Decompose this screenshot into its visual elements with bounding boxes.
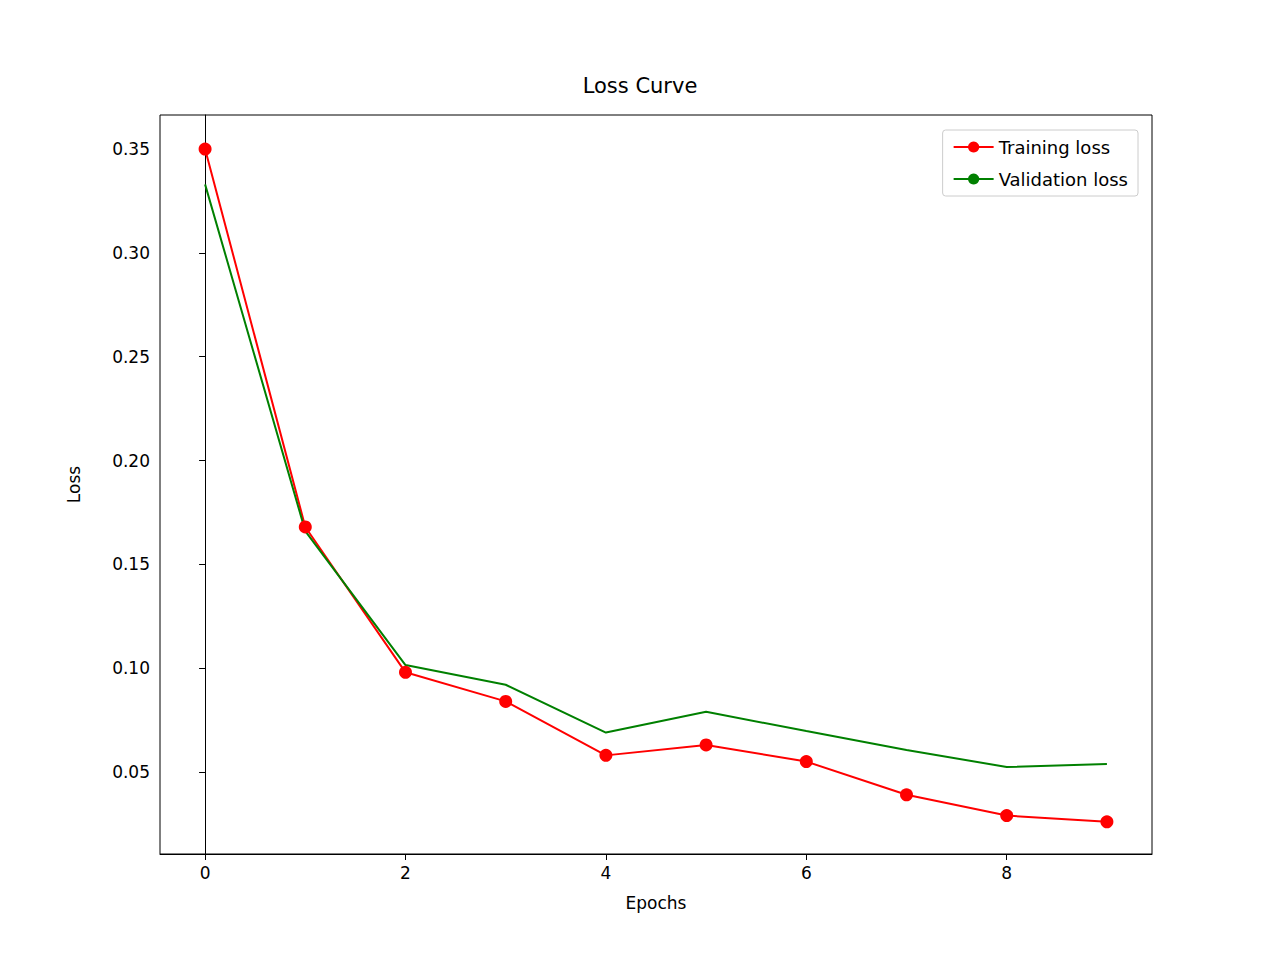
svg-text:0.30: 0.30 [112, 243, 150, 263]
svg-text:Loss Curve: Loss Curve [583, 74, 698, 98]
svg-text:Loss: Loss [64, 466, 84, 503]
svg-text:0: 0 [200, 863, 211, 883]
svg-text:0.35: 0.35 [112, 139, 150, 159]
svg-text:0.20: 0.20 [112, 451, 150, 471]
svg-text:Training loss: Training loss [998, 137, 1111, 158]
svg-text:0.10: 0.10 [112, 658, 150, 678]
svg-text:0.15: 0.15 [112, 554, 150, 574]
svg-text:6: 6 [801, 863, 812, 883]
svg-text:Epochs: Epochs [626, 893, 687, 913]
svg-text:0.25: 0.25 [112, 347, 150, 367]
svg-text:8: 8 [1001, 863, 1012, 883]
svg-text:0.05: 0.05 [112, 762, 150, 782]
svg-text:2: 2 [400, 863, 411, 883]
svg-text:Validation loss: Validation loss [999, 169, 1128, 190]
svg-text:4: 4 [600, 863, 611, 883]
